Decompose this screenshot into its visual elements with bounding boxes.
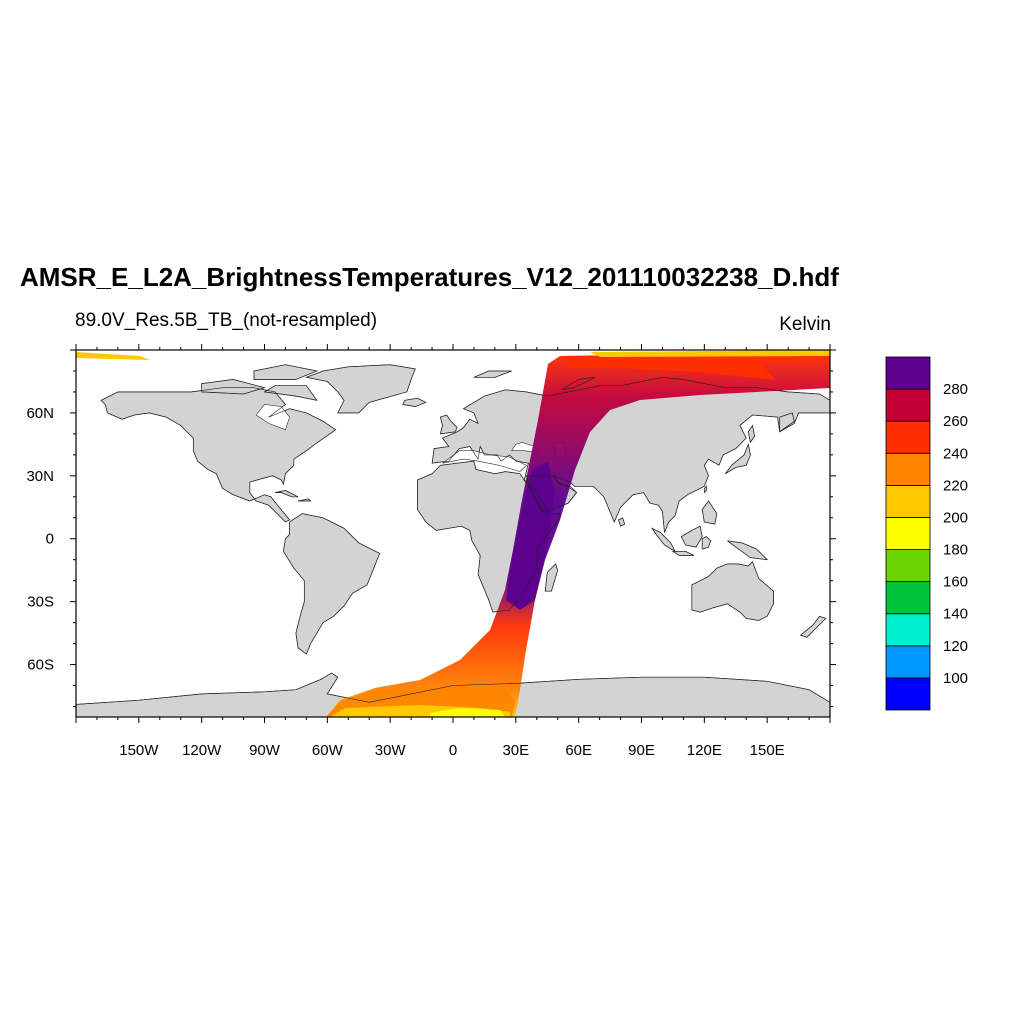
coast-cuba [274,490,299,498]
y-tick-label: 0 [46,531,54,548]
coast-taiwan [703,485,707,494]
x-tick-label: 0 [449,742,457,759]
coast-borneo [680,525,703,548]
coast-hispaniola [297,498,312,502]
colorbar-label: 180 [943,542,968,559]
water-hudson-bay [255,404,290,431]
colorbar-bin [885,581,931,615]
colorbar-label: 100 [943,670,968,687]
colorbar-bin [885,613,931,647]
colorbar-labels: 100 120 140 160 180 200 220 240 260 280 [943,381,968,687]
x-tick-label: 120E [687,742,722,759]
colorbar-bin [885,645,931,679]
water-mediterranean [442,450,527,472]
y-tick-label: 30S [27,594,54,611]
colorbar-bin [885,517,931,550]
swath-north-edge [590,350,830,357]
coast-south-america [283,513,381,655]
swath-south-green [430,708,505,717]
colorbar-bin [885,388,931,422]
map-area [76,350,830,717]
x-tick-label: 90E [628,742,655,759]
x-tick-label: 30E [502,742,529,759]
y-tick-label: 30N [26,468,54,485]
plot-subtitle: 89.0V_Res.5B_TB_(not-resampled) [75,310,378,331]
colorbar-label: 220 [943,477,968,494]
coast-canadian-arctic-1 [201,379,266,395]
axis-tick-labels: 150W 120W 90W 60W 30W 0 30E 60E 90E 120E 150E 60N 30… [26,405,784,759]
colorbar [885,356,931,711]
coastline-layer [76,364,830,717]
x-tick-label: 90W [249,742,281,759]
colorbar-bin [885,420,931,454]
coast-greenland [305,364,416,414]
coast-eurasia [431,376,830,533]
coast-africa [417,460,561,613]
coast-java [671,550,695,556]
coast-new-guinea [727,540,769,561]
swath-north-band [560,353,830,380]
coast-sulawesi [701,536,711,550]
x-tick-label: 60W [312,742,344,759]
y-tick-label: 60S [27,657,54,674]
coast-new-zealand [800,615,827,638]
colorbar-label: 200 [943,509,968,526]
swath-main [326,353,830,717]
x-tick-label: 60E [565,742,592,759]
coast-arabia-fill [525,475,578,512]
coast-canadian-arctic-2 [253,364,318,380]
colorbar-label: 120 [943,638,968,655]
coast-iceland [402,397,427,407]
x-tick-label: 150W [119,742,159,759]
colorbar-label: 260 [943,413,968,430]
colorbar-bin [885,356,931,390]
units-label: Kelvin [779,314,831,335]
coast-novaya-zemlya [561,377,596,391]
coast-madagascar [544,563,559,592]
colorbar-label: 160 [943,574,968,591]
colorbar-label: 240 [943,445,968,462]
coast-svalbard [473,370,512,378]
axis-ticks [70,344,836,723]
x-tick-label: 150E [750,742,785,759]
coast-north-america [100,387,337,523]
y-tick-label: 60N [26,405,54,422]
coast-baffin [263,385,318,401]
colorbar-bin [885,677,931,711]
coast-antarctica [76,672,830,717]
colorbar-bin [885,484,931,518]
colorbar-label: 140 [943,606,968,623]
swath-topleft [76,352,150,360]
colorbar-bin [885,452,931,486]
x-tick-label: 120W [182,742,222,759]
coast-australia [691,561,774,621]
colorbar-bin [885,549,931,583]
x-tick-label: 30W [375,742,407,759]
coast-philippines [701,500,718,525]
coast-kamchatka [779,412,795,433]
plot-title: AMSR_E_L2A_BrightnessTemperatures_V12_20… [20,262,839,292]
swath-layer [76,350,830,717]
colorbar-label: 280 [943,381,968,398]
swath-mid-purple [506,462,555,610]
coast-sri-lanka [618,517,626,527]
coast-sakhalin [747,424,755,444]
coast-britain [440,414,458,435]
coast-japan [725,443,751,474]
